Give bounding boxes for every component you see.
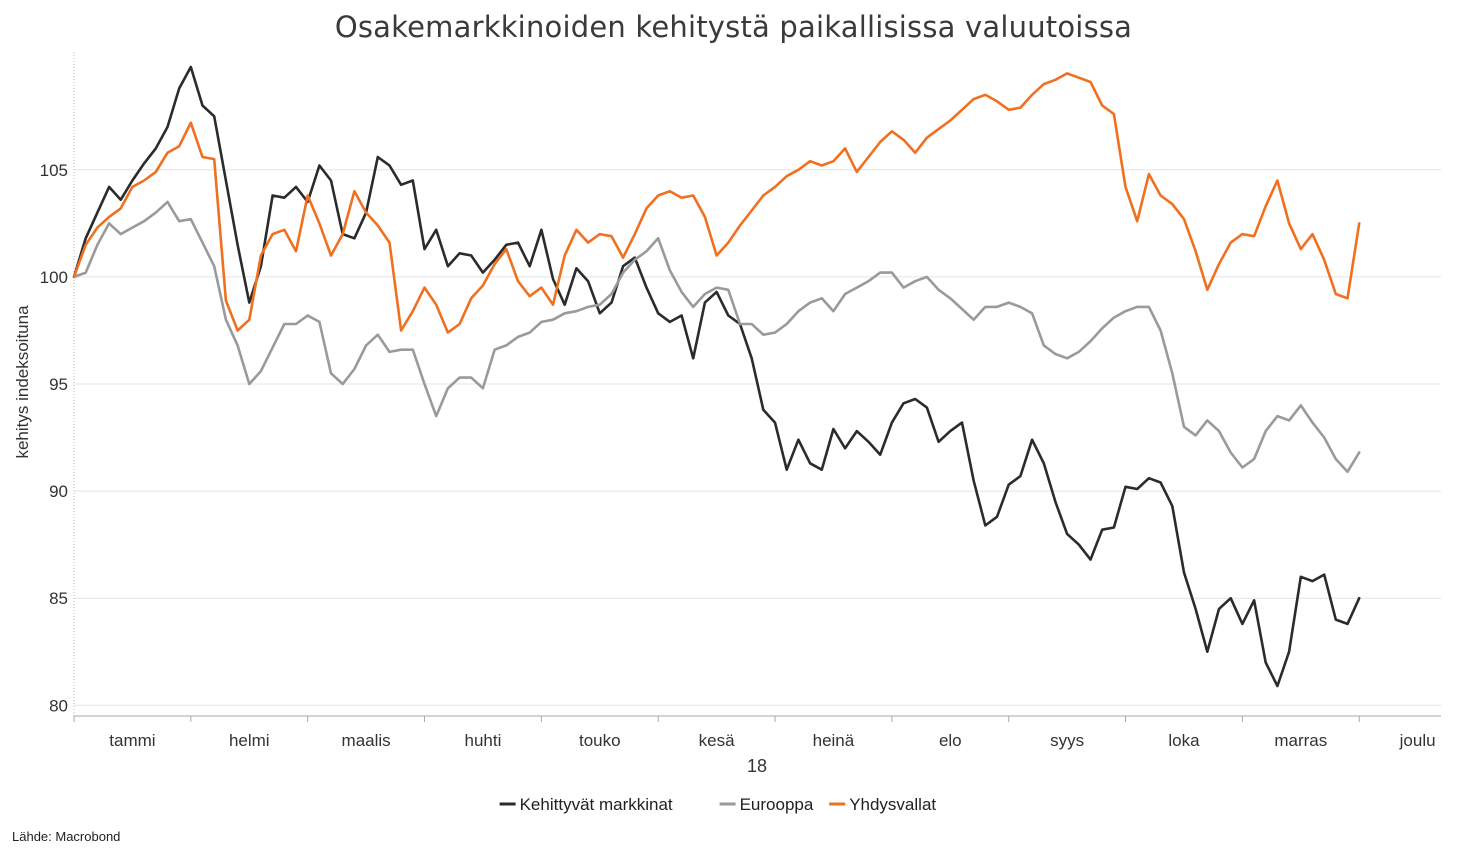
legend-item: Yhdysvallat — [829, 795, 936, 814]
y-tick-label: 100 — [40, 268, 68, 287]
legend-item: Kehittyvät markkinat — [499, 795, 673, 814]
x-tick-label: marras — [1274, 731, 1327, 750]
x-tick-label: maalis — [342, 731, 391, 750]
x-axis-title: 18 — [747, 756, 767, 776]
x-tick-label: helmi — [229, 731, 270, 750]
y-tick-label: 85 — [49, 589, 68, 608]
x-tick-label: kesä — [699, 731, 735, 750]
y-tick-label: 90 — [49, 482, 68, 501]
legend-label: Kehittyvät markkinat — [520, 795, 673, 814]
legend-label: Yhdysvallat — [849, 795, 936, 814]
x-tick-label: syys — [1050, 731, 1084, 750]
x-tick-label: heinä — [813, 731, 855, 750]
series-line-1 — [72, 200, 1361, 474]
x-tick-label: huhti — [464, 731, 501, 750]
y-tick-label: 105 — [40, 161, 68, 180]
source-note: Lähde: Macrobond — [12, 829, 121, 844]
chart-title: Osakemarkkinoiden kehitystä paikallisiss… — [334, 10, 1133, 44]
x-tick-label: joulu — [1399, 731, 1436, 750]
series-line-2 — [72, 72, 1361, 334]
gridlines — [74, 169, 1441, 706]
x-tick-label: loka — [1168, 731, 1200, 750]
series-line-0 — [72, 65, 1361, 688]
axes: 80 85 90 95 100 105 tammi helmi maalis huhti touko… — [40, 52, 1441, 750]
x-tick-label: touko — [579, 731, 621, 750]
legend-label: Eurooppa — [740, 795, 814, 814]
legend-item: Eurooppa — [719, 795, 814, 814]
y-tick-label: 80 — [49, 696, 68, 715]
series-lines — [72, 65, 1361, 688]
legend: Kehittyvät markkinat Eurooppa Yhdysvallat — [499, 795, 936, 814]
y-axis-title: kehitys indeksoituna — [13, 305, 32, 459]
y-tick-label: 95 — [49, 375, 68, 394]
x-tick-label: elo — [939, 731, 962, 750]
x-tick-label: tammi — [109, 731, 155, 750]
